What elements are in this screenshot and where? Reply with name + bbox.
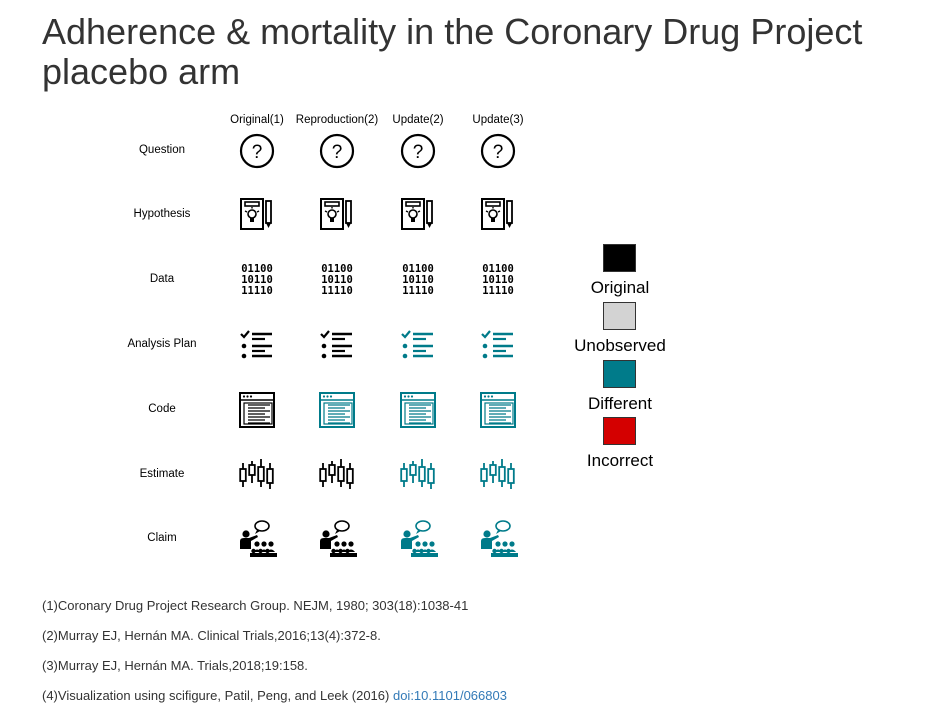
legend-label: Different	[588, 394, 652, 413]
binary-data-icon: 01100 10110 11110	[235, 258, 279, 302]
svg-text:?: ?	[252, 142, 263, 163]
svg-text:10110: 10110	[482, 274, 514, 286]
svg-text:01100: 01100	[482, 263, 514, 275]
binary-data-icon: 01100 10110 11110	[476, 258, 520, 302]
hypothesis-icon	[315, 193, 359, 237]
boxplot-icon	[476, 453, 520, 497]
svg-text:01100: 01100	[402, 263, 434, 275]
legend-label: Original	[590, 278, 650, 297]
row-label: Analysis Plan	[127, 338, 197, 350]
question-icon: ?	[476, 129, 520, 173]
reference-2: (2)Murray EJ, Hernán MA. Clinical Trials…	[42, 628, 381, 643]
row-label: Question	[138, 144, 186, 156]
hypothesis-icon	[235, 193, 279, 237]
legend-swatch	[603, 417, 636, 445]
boxplot-icon	[315, 453, 359, 497]
svg-text:11110: 11110	[402, 285, 434, 297]
reference-4-text: (4)Visualization using scifigure, Patil,…	[42, 688, 393, 703]
presenter-icon	[315, 517, 359, 561]
legend-swatch	[603, 244, 636, 272]
hypothesis-icon	[396, 193, 440, 237]
checklist-icon	[235, 323, 279, 367]
boxplot-icon	[235, 453, 279, 497]
boxplot-icon	[396, 453, 440, 497]
svg-text:11110: 11110	[321, 285, 353, 297]
column-header: Update(2)	[392, 114, 444, 126]
code-window-icon	[476, 388, 520, 432]
svg-text:?: ?	[332, 142, 343, 163]
legend-label: Incorrect	[586, 451, 654, 470]
column-header: Update(3)	[472, 114, 524, 126]
svg-text:10110: 10110	[241, 274, 273, 286]
checklist-icon	[315, 323, 359, 367]
hypothesis-icon	[476, 193, 520, 237]
presenter-icon	[476, 517, 520, 561]
row-label: Data	[149, 273, 175, 285]
reference-4: (4)Visualization using scifigure, Patil,…	[42, 688, 507, 703]
legend-swatch	[603, 360, 636, 388]
checklist-icon	[396, 323, 440, 367]
column-header: Original(1)	[230, 114, 284, 126]
svg-text:10110: 10110	[402, 274, 434, 286]
doi-link[interactable]: doi:10.1101/066803	[392, 688, 507, 703]
legend-label: Unobserved	[574, 336, 666, 355]
legend-swatch	[603, 302, 636, 330]
presenter-icon	[235, 517, 279, 561]
binary-data-icon: 01100 10110 11110	[315, 258, 359, 302]
column-header: Reproduction(2)	[295, 114, 379, 126]
reference-1: (1)Coronary Drug Project Research Group.…	[42, 598, 469, 613]
svg-text:11110: 11110	[241, 285, 273, 297]
row-label: Estimate	[139, 468, 185, 480]
checklist-icon	[476, 323, 520, 367]
code-window-icon	[396, 388, 440, 432]
presenter-icon	[396, 517, 440, 561]
svg-text:10110: 10110	[321, 274, 353, 286]
question-icon: ?	[235, 129, 279, 173]
svg-text:11110: 11110	[482, 285, 514, 297]
question-icon: ?	[396, 129, 440, 173]
code-window-icon	[315, 388, 359, 432]
reference-3: (3)Murray EJ, Hernán MA. Trials,2018;19:…	[42, 658, 308, 673]
row-label: Code	[148, 403, 176, 415]
page-title: Adherence & mortality in the Coronary Dr…	[42, 11, 863, 92]
row-label: Hypothesis	[133, 208, 191, 220]
svg-text:?: ?	[493, 142, 504, 163]
svg-text:?: ?	[413, 142, 424, 163]
question-icon: ?	[315, 129, 359, 173]
row-label: Claim	[147, 532, 177, 544]
binary-data-icon: 01100 10110 11110	[396, 258, 440, 302]
code-window-icon	[235, 388, 279, 432]
svg-text:01100: 01100	[321, 263, 353, 275]
svg-text:01100: 01100	[241, 263, 273, 275]
